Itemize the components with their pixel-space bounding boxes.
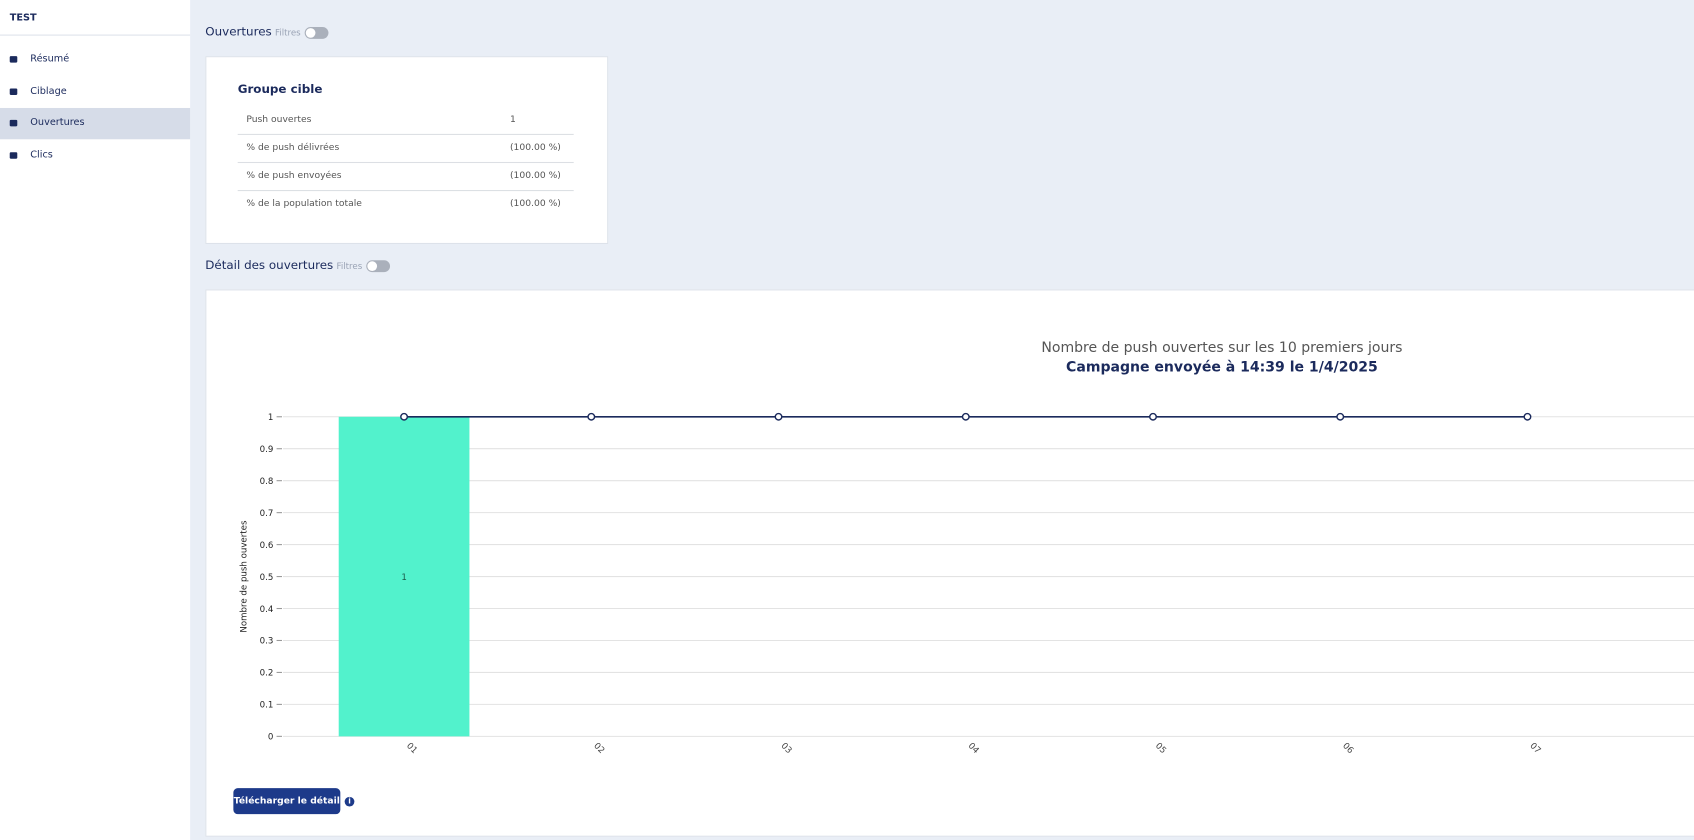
y-tick-label: 0.2 xyxy=(260,669,274,679)
table-row: % de push envoyées (100.00 %) xyxy=(237,162,574,192)
menu-icon xyxy=(9,56,18,63)
y-tick-label: 0 xyxy=(268,733,274,743)
row-value: (100.00 %) xyxy=(509,170,561,182)
x-tick-label: 06 xyxy=(1340,741,1355,756)
table-row: % de push délivrées (100.00 %) xyxy=(237,134,574,164)
table-row: Push ouvertes 1 xyxy=(237,106,574,135)
point xyxy=(1336,412,1345,421)
sidebar-title: TEST xyxy=(9,12,37,24)
card-title: Groupe cible xyxy=(237,82,323,97)
x-tick-label: 04 xyxy=(966,741,981,756)
y-tick-label: 0.1 xyxy=(260,701,274,711)
x-tick-label: 01 xyxy=(404,741,419,756)
x-tick-label: 05 xyxy=(1153,741,1168,756)
x-tick-label: 07 xyxy=(1528,741,1543,756)
menu-icon xyxy=(9,88,18,95)
row-label: Push ouvertes xyxy=(246,114,312,126)
row-label: % de push envoyées xyxy=(246,170,342,182)
point xyxy=(1523,412,1532,421)
row-value: 1 xyxy=(509,114,516,126)
x-tick-label: 03 xyxy=(779,741,794,756)
row-label: % de la population totale xyxy=(246,198,362,210)
y-tick-label: 0.7 xyxy=(260,509,274,519)
point xyxy=(961,412,970,421)
point xyxy=(400,412,409,421)
y-tick-label: 0.8 xyxy=(260,477,274,487)
menu-label: Ciblage xyxy=(30,86,67,97)
chart-title: Nombre de push ouvertes sur les 10 premi… xyxy=(1041,340,1402,356)
y-tick-label: 0.4 xyxy=(260,605,274,615)
section-title: Ouvertures xyxy=(205,24,272,39)
sidebar: TEST xyxy=(0,0,191,840)
y-tick-label: 0.3 xyxy=(260,637,274,647)
filter-toggle[interactable] xyxy=(305,26,329,39)
section-header: Détail des ouvertures Filtres xyxy=(205,258,391,273)
filter-label: Filtres xyxy=(274,28,301,38)
menu-icon xyxy=(9,152,18,159)
row-value: (100.00 %) xyxy=(509,142,561,154)
menu-item[interactable]: Résumé xyxy=(0,44,190,75)
data-label: 1 xyxy=(401,573,407,583)
y-tick-label: 1 xyxy=(268,413,274,423)
menu-icon xyxy=(9,120,18,127)
y-axis-label: Nombre de push ouvertes xyxy=(239,520,249,633)
x-tick-label: 02 xyxy=(591,741,606,756)
menu-item[interactable]: Clics xyxy=(0,140,190,171)
point xyxy=(1149,412,1157,421)
y-tick-label: 0.9 xyxy=(260,445,274,455)
y-tick-label: 0.6 xyxy=(260,541,274,551)
filter-toggle[interactable] xyxy=(366,259,391,272)
menu-label: Résumé xyxy=(30,53,70,65)
menu-label: Clics xyxy=(30,150,53,161)
info-icon[interactable]: i xyxy=(344,796,355,807)
summary-card xyxy=(205,56,609,245)
chart-subtitle: Campagne envoyée à 14:39 le 1/4/2025 xyxy=(1066,359,1378,375)
table-row: % de la population totale (100.00 %) xyxy=(238,190,574,218)
bar xyxy=(338,416,470,737)
menu-label: Ouvertures xyxy=(30,118,85,129)
filter-label: Filtres xyxy=(336,261,363,272)
section-header: Ouvertures Filtres xyxy=(205,25,329,39)
section-title: Détail des ouvertures xyxy=(205,258,334,273)
point xyxy=(587,412,596,421)
row-label: % de push délivrées xyxy=(246,142,340,154)
menu-item[interactable]: Ouvertures xyxy=(0,108,191,140)
point xyxy=(774,412,783,421)
menu-item[interactable]: Ciblage xyxy=(0,76,190,107)
y-tick-label: 0.5 xyxy=(260,573,274,583)
divider xyxy=(0,34,191,36)
row-value: (100.00 %) xyxy=(509,198,561,210)
download-button[interactable]: Télécharger le détail xyxy=(233,788,341,815)
